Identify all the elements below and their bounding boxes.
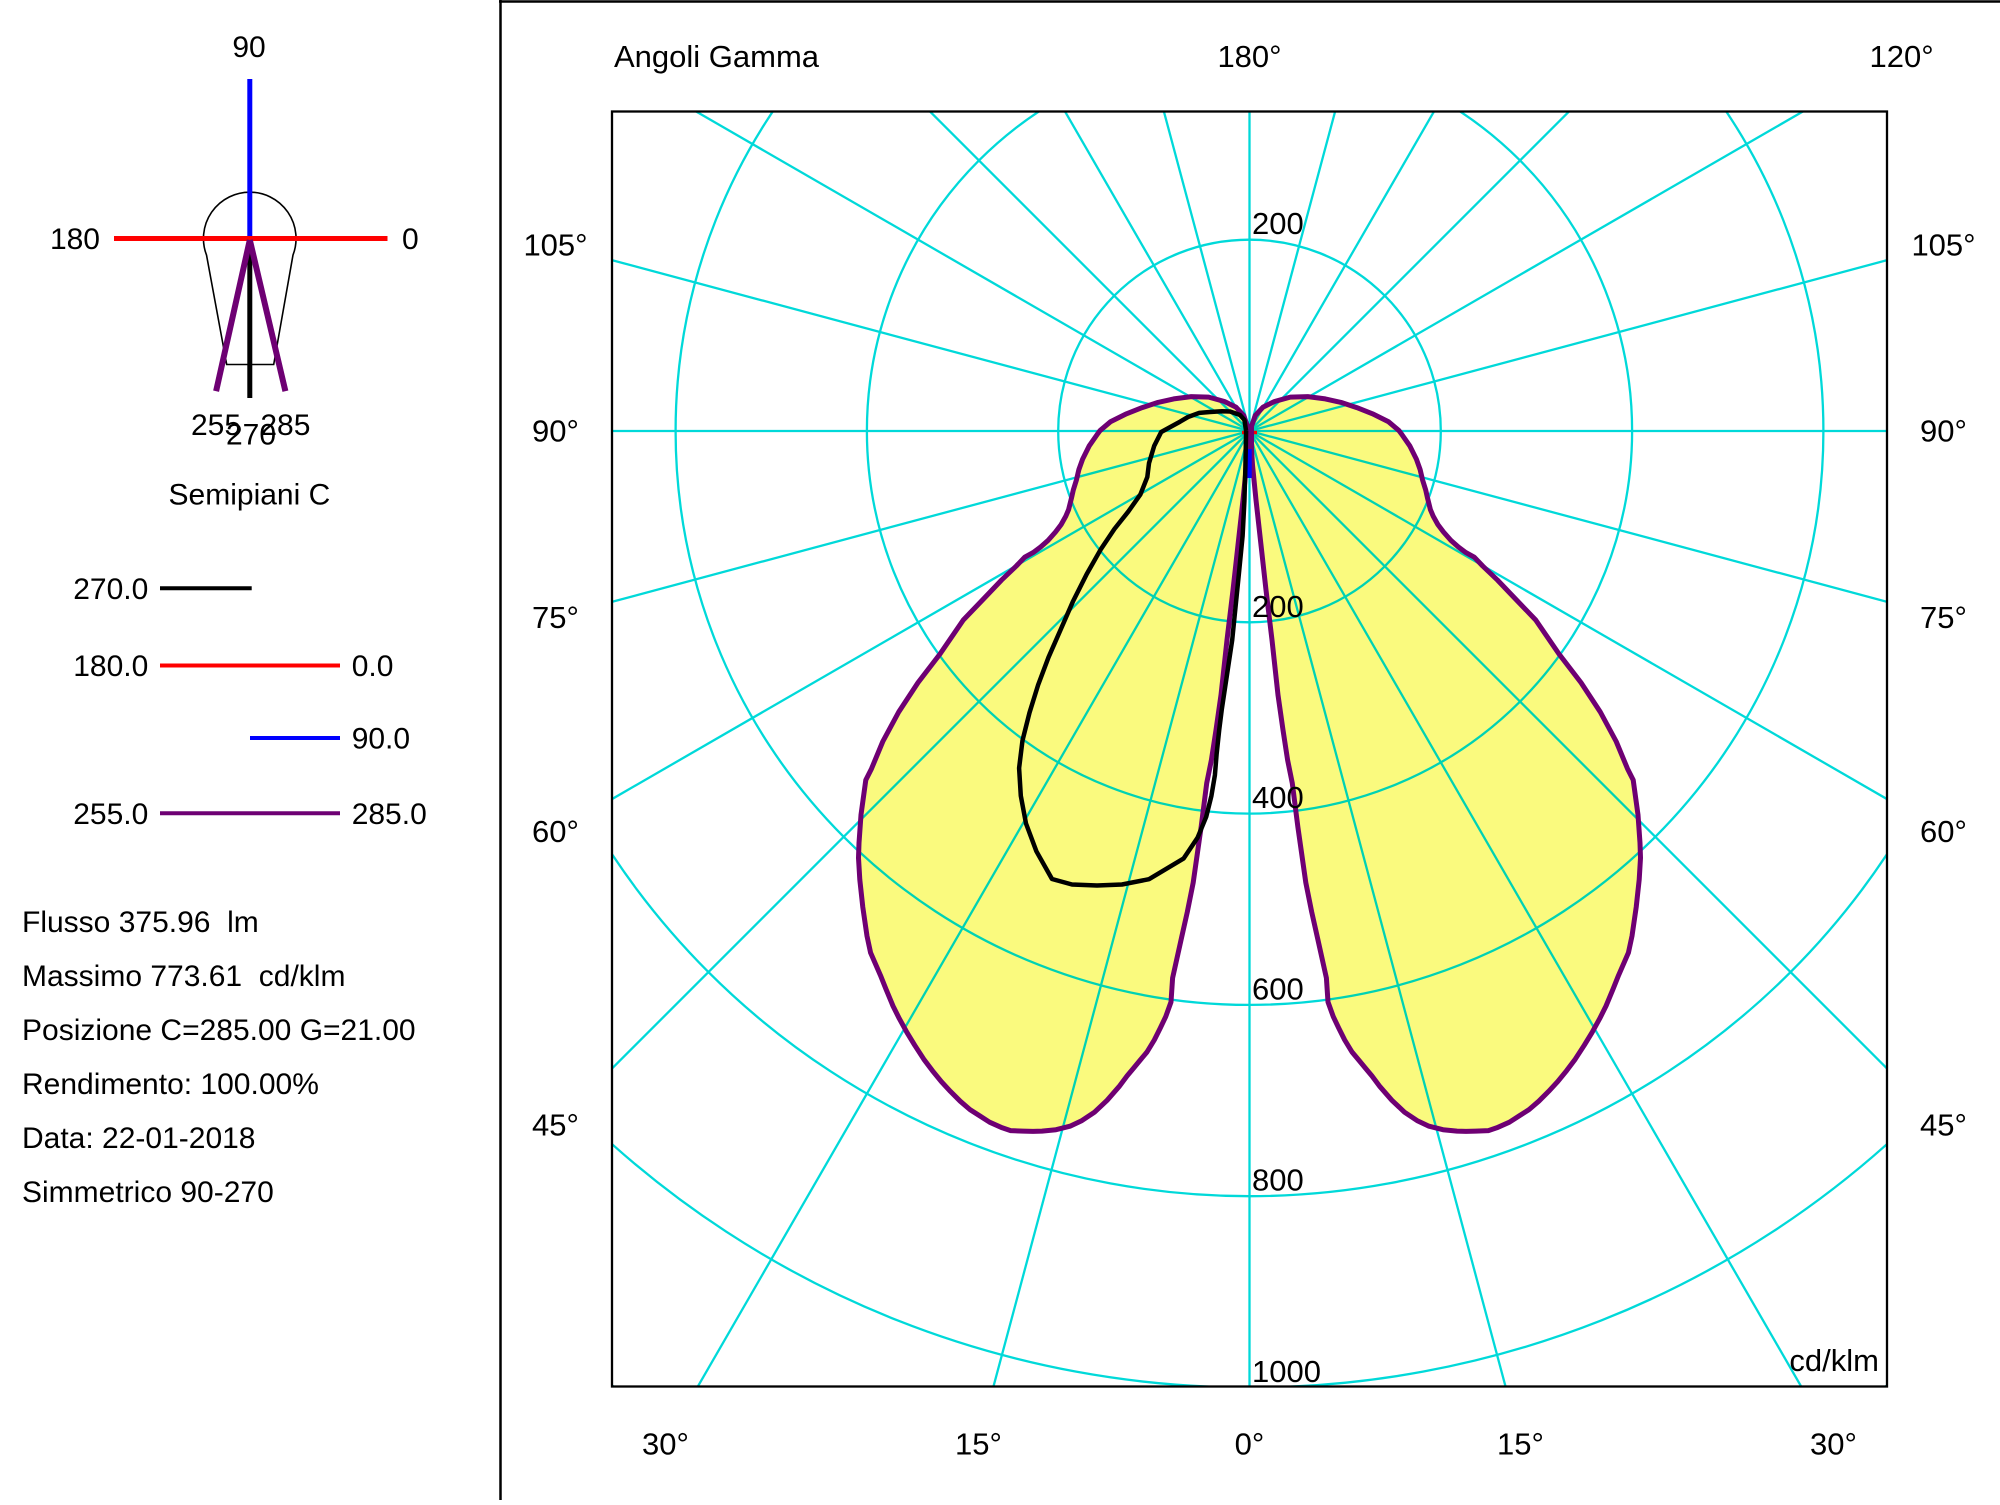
svg-text:30°: 30° — [1810, 1427, 1857, 1462]
svg-text:800: 800 — [1252, 1163, 1304, 1198]
svg-text:180: 180 — [50, 223, 100, 256]
svg-text:Angoli Gamma: Angoli Gamma — [614, 39, 820, 74]
svg-text:180.0: 180.0 — [73, 650, 148, 683]
svg-text:90.0: 90.0 — [352, 723, 410, 756]
svg-text:200: 200 — [1252, 589, 1304, 624]
svg-text:120°: 120° — [1870, 39, 1934, 74]
svg-text:180°: 180° — [1217, 39, 1281, 74]
svg-text:105°: 105° — [1911, 228, 1975, 263]
svg-text:0°: 0° — [1235, 1427, 1265, 1462]
svg-text:75°: 75° — [1920, 600, 1967, 635]
svg-text:90°: 90° — [1920, 414, 1967, 449]
svg-text:0: 0 — [402, 223, 419, 256]
svg-text:15°: 15° — [955, 1427, 1002, 1462]
svg-text:15°: 15° — [1497, 1427, 1544, 1462]
svg-text:270.0: 270.0 — [73, 573, 148, 606]
svg-text:285: 285 — [260, 409, 310, 442]
svg-text:Data: 22-01-2018: Data: 22-01-2018 — [22, 1122, 256, 1155]
svg-text:90: 90 — [232, 31, 265, 64]
svg-text:400: 400 — [1252, 780, 1304, 815]
svg-text:60°: 60° — [1920, 814, 1967, 849]
svg-text:Massimo 773.61 cd/klm: Massimo 773.61 cd/klm — [22, 960, 345, 993]
svg-text:45°: 45° — [1920, 1108, 1967, 1143]
svg-text:285.0: 285.0 — [352, 798, 427, 831]
svg-text:45°: 45° — [532, 1108, 579, 1143]
svg-text:Semipiani C: Semipiani C — [169, 478, 331, 511]
svg-text:Flusso 375.96 lm: Flusso 375.96 lm — [22, 906, 259, 939]
svg-text:1000: 1000 — [1252, 1354, 1321, 1389]
svg-text:60°: 60° — [532, 814, 579, 849]
svg-text:105°: 105° — [523, 228, 587, 263]
svg-text:Rendimento: 100.00%: Rendimento: 100.00% — [22, 1068, 319, 1101]
svg-text:600: 600 — [1252, 971, 1304, 1006]
svg-text:30°: 30° — [642, 1427, 689, 1462]
svg-text:Simmetrico 90-270: Simmetrico 90-270 — [22, 1176, 274, 1209]
svg-text:0.0: 0.0 — [352, 650, 394, 683]
svg-text:Posizione C=285.00 G=21.00: Posizione C=285.00 G=21.00 — [22, 1014, 416, 1047]
svg-text:255.0: 255.0 — [73, 798, 148, 831]
svg-text:cd/klm: cd/klm — [1789, 1343, 1879, 1378]
svg-text:90°: 90° — [532, 414, 579, 449]
svg-text:200: 200 — [1252, 206, 1304, 241]
svg-text:75°: 75° — [532, 600, 579, 635]
